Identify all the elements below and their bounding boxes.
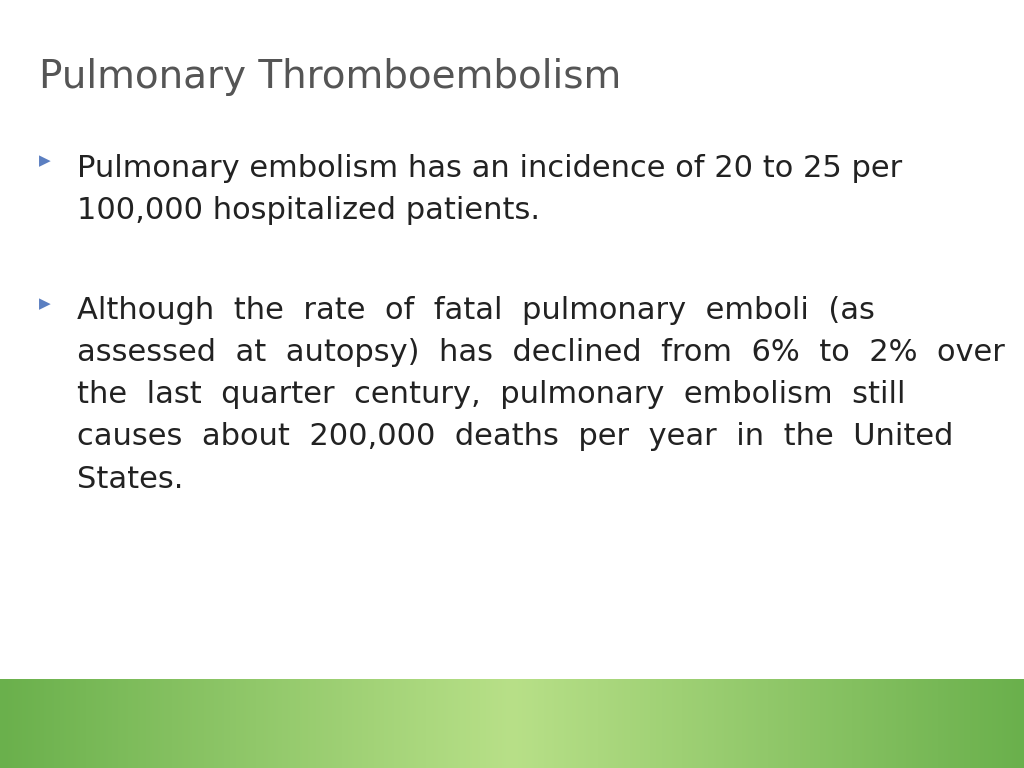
Text: assessed  at  autopsy)  has  declined  from  6%  to  2%  over: assessed at autopsy) has declined from 6… <box>77 338 1005 367</box>
Text: ▶: ▶ <box>39 154 50 169</box>
Text: ▶: ▶ <box>39 296 50 311</box>
Text: causes  about  200,000  deaths  per  year  in  the  United: causes about 200,000 deaths per year in … <box>77 422 953 452</box>
Text: the  last  quarter  century,  pulmonary  embolism  still: the last quarter century, pulmonary embo… <box>77 380 905 409</box>
Text: Pulmonary Thromboembolism: Pulmonary Thromboembolism <box>39 58 622 95</box>
Text: 100,000 hospitalized patients.: 100,000 hospitalized patients. <box>77 196 540 225</box>
Text: Pulmonary embolism has an incidence of 20 to 25 per: Pulmonary embolism has an incidence of 2… <box>77 154 902 183</box>
Text: Although  the  rate  of  fatal  pulmonary  emboli  (as: Although the rate of fatal pulmonary emb… <box>77 296 874 325</box>
Text: States.: States. <box>77 465 183 494</box>
